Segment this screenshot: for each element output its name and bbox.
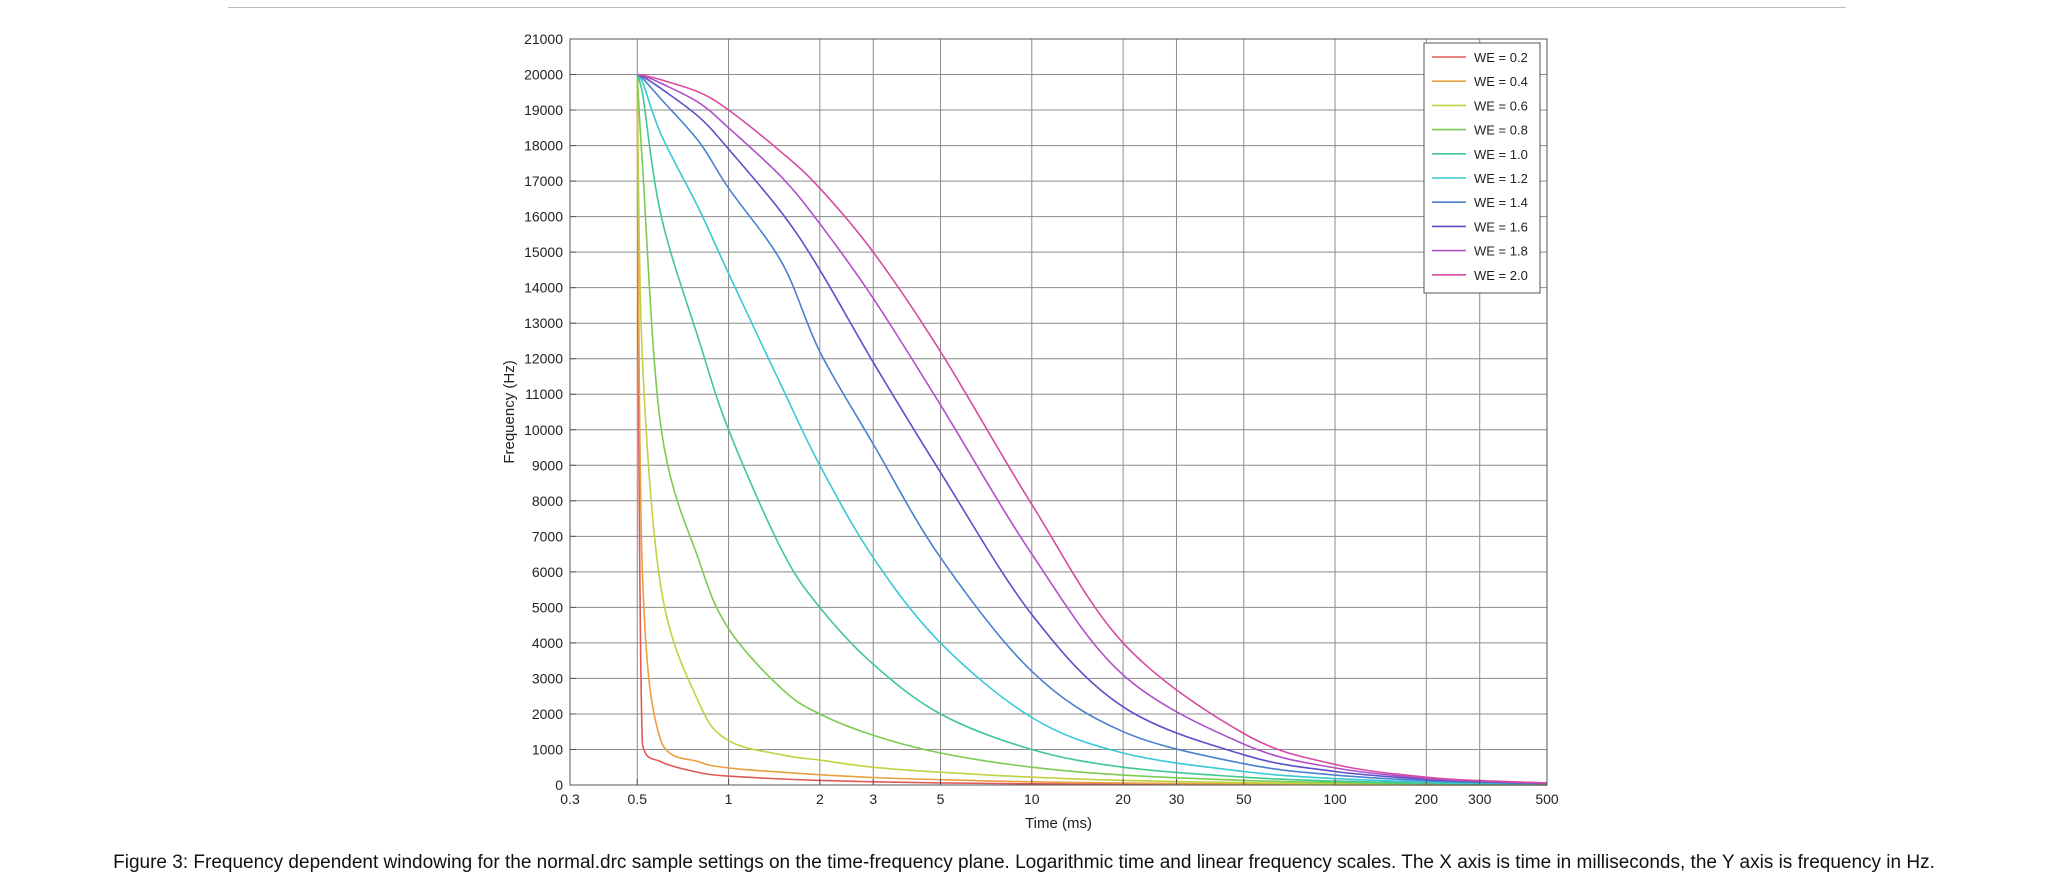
- figure-caption: Figure 3: Frequency dependent windowing …: [113, 852, 1935, 873]
- y-tick-label: 1000: [532, 741, 563, 757]
- y-tick-label: 2000: [532, 706, 563, 722]
- plot-frame: [569, 38, 1548, 786]
- x-tick-label: 3: [869, 791, 877, 807]
- top-divider: [228, 7, 1846, 8]
- y-tick-label: 8000: [532, 493, 563, 509]
- x-axis-label: Time (ms): [1025, 815, 1092, 832]
- series-layer: [636, 73, 1548, 786]
- y-tick-label: 13000: [524, 315, 563, 331]
- y-axis-label: Frequency (Hz): [501, 360, 518, 463]
- y-tick-label: 7000: [532, 528, 563, 544]
- legend-label: WE = 0.8: [1474, 123, 1528, 138]
- x-tick-label: 1: [725, 791, 733, 807]
- legend-label: WE = 0.6: [1474, 98, 1528, 113]
- x-tick-label: 500: [1535, 791, 1559, 807]
- x-tick-label: 50: [1236, 791, 1252, 807]
- x-tick-label: 0.3: [560, 791, 580, 807]
- series-line: [636, 73, 1548, 785]
- legend-label: WE = 0.4: [1474, 74, 1528, 89]
- y-tick-label: 19000: [524, 102, 563, 118]
- y-tick-label: 17000: [524, 173, 563, 189]
- x-tick-label: 100: [1323, 791, 1347, 807]
- series-line: [637, 73, 1548, 784]
- y-tick-label: 21000: [524, 31, 563, 47]
- x-tick-label: 5: [937, 791, 945, 807]
- y-tick-label: 10000: [524, 422, 563, 438]
- y-tick-label: 14000: [524, 280, 563, 296]
- legend-label: WE = 1.0: [1474, 147, 1528, 162]
- x-tick-label: 0.5: [628, 791, 648, 807]
- legend-label: WE = 2.0: [1474, 268, 1528, 283]
- x-tick-label: 20: [1115, 791, 1131, 807]
- series-line: [636, 74, 1548, 786]
- x-tick-label: 300: [1468, 791, 1492, 807]
- legend: WE = 0.2 WE = 0.4 WE = 0.6 WE = 0.8 WE = 1.0…: [1423, 42, 1541, 294]
- y-tick-label: 16000: [524, 209, 563, 225]
- series-line: [636, 74, 1548, 786]
- y-tick-label: 18000: [524, 138, 563, 154]
- frequency-windowing-chart: 0.3 0.5 1 2 3 5 10 20 30 50 100 200 300 500 0 1000 2000…: [501, 31, 1559, 832]
- series-line: [637, 73, 1548, 784]
- y-tick-label: 3000: [532, 670, 563, 686]
- series-line: [636, 74, 1548, 786]
- legend-label: WE = 1.6: [1474, 219, 1528, 234]
- x-tick-label: 10: [1024, 791, 1040, 807]
- series-line: [637, 73, 1548, 784]
- y-tick-label: 9000: [532, 457, 563, 473]
- x-tick-label: 200: [1415, 791, 1439, 807]
- y-tick-label: 5000: [532, 599, 563, 615]
- legend-label: WE = 1.2: [1474, 171, 1528, 186]
- y-tick-label: 20000: [524, 67, 563, 83]
- legend-label: WE = 1.4: [1474, 195, 1528, 210]
- series-line: [636, 74, 1548, 785]
- y-tick-label: 15000: [524, 244, 563, 260]
- grid-lines: [569, 38, 1548, 786]
- y-tick-label: 4000: [532, 635, 563, 651]
- x-tick-label: 30: [1169, 791, 1185, 807]
- y-axis-ticks: 0 1000 2000 3000 4000 5000 6000 7000 8000 9000 100…: [524, 31, 576, 793]
- legend-label: WE = 1.8: [1474, 244, 1528, 259]
- legend-label: WE = 0.2: [1474, 50, 1528, 65]
- y-tick-label: 12000: [524, 351, 563, 367]
- x-axis-ticks: 0.3 0.5 1 2 3 5 10 20 30 50 100 200 300 500: [560, 779, 1559, 807]
- y-tick-label: 6000: [532, 564, 563, 580]
- y-tick-label: 11000: [525, 386, 563, 402]
- x-tick-label: 2: [816, 791, 824, 807]
- y-tick-label: 0: [555, 777, 563, 793]
